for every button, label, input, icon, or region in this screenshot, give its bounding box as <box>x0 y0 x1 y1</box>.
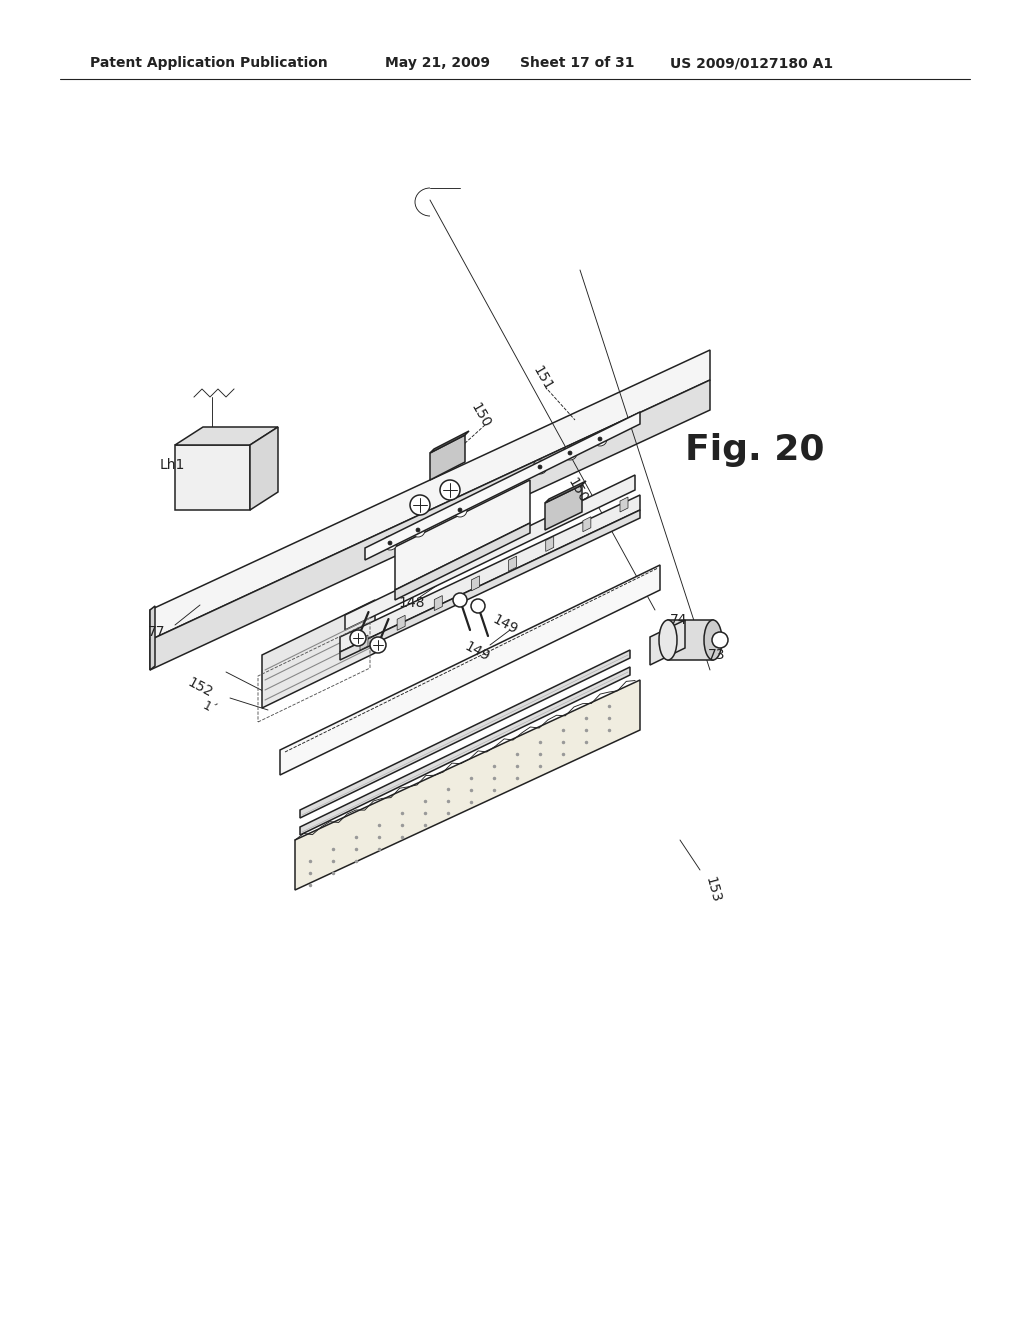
Text: US 2009/0127180 A1: US 2009/0127180 A1 <box>670 57 834 70</box>
Polygon shape <box>250 426 278 510</box>
Text: 152: 152 <box>185 676 215 701</box>
Circle shape <box>416 528 420 532</box>
Polygon shape <box>175 426 278 445</box>
Text: Sheet 17 of 31: Sheet 17 of 31 <box>520 57 635 70</box>
Circle shape <box>388 541 392 545</box>
Circle shape <box>350 630 366 645</box>
Circle shape <box>453 503 467 517</box>
Text: 74: 74 <box>670 612 687 627</box>
Polygon shape <box>583 516 591 532</box>
Polygon shape <box>434 595 442 611</box>
Circle shape <box>370 638 386 653</box>
Text: 149: 149 <box>462 640 492 664</box>
Polygon shape <box>175 445 250 510</box>
Polygon shape <box>545 480 586 503</box>
Polygon shape <box>340 510 640 660</box>
Polygon shape <box>430 432 469 453</box>
Polygon shape <box>668 620 713 660</box>
Circle shape <box>471 599 485 612</box>
Polygon shape <box>395 480 530 590</box>
Text: 77: 77 <box>148 624 166 639</box>
Polygon shape <box>150 380 710 671</box>
Circle shape <box>410 495 430 515</box>
Polygon shape <box>395 523 530 601</box>
Text: Fig. 20: Fig. 20 <box>685 433 824 467</box>
Polygon shape <box>150 606 155 671</box>
Polygon shape <box>295 680 640 890</box>
Circle shape <box>563 446 577 459</box>
Polygon shape <box>546 536 554 552</box>
Circle shape <box>712 632 728 648</box>
Polygon shape <box>360 635 368 649</box>
Polygon shape <box>150 350 710 640</box>
Circle shape <box>458 508 462 512</box>
Polygon shape <box>300 649 630 818</box>
Polygon shape <box>280 565 660 775</box>
Text: 73: 73 <box>708 648 725 663</box>
Text: Lh1: Lh1 <box>160 458 185 473</box>
Circle shape <box>453 593 467 607</box>
Polygon shape <box>397 615 406 630</box>
Polygon shape <box>365 412 640 560</box>
Circle shape <box>538 465 542 469</box>
Text: 151: 151 <box>530 363 555 393</box>
Text: 148: 148 <box>398 597 425 610</box>
Circle shape <box>440 480 460 500</box>
Circle shape <box>598 437 602 441</box>
Text: May 21, 2009: May 21, 2009 <box>385 57 490 70</box>
Ellipse shape <box>659 620 677 660</box>
Polygon shape <box>345 475 635 630</box>
Polygon shape <box>509 556 516 572</box>
Circle shape <box>593 432 607 446</box>
Text: 150: 150 <box>468 400 494 430</box>
Text: 149: 149 <box>490 612 520 638</box>
Polygon shape <box>262 601 375 708</box>
Text: 1´: 1´ <box>200 700 218 717</box>
Polygon shape <box>340 495 640 652</box>
Circle shape <box>568 451 572 455</box>
Text: 153: 153 <box>703 875 723 904</box>
Polygon shape <box>545 484 582 531</box>
Circle shape <box>383 536 397 550</box>
Text: Patent Application Publication: Patent Application Publication <box>90 57 328 70</box>
Circle shape <box>534 459 547 474</box>
Text: 150: 150 <box>565 475 590 506</box>
Circle shape <box>411 523 425 537</box>
Polygon shape <box>471 576 479 591</box>
Ellipse shape <box>705 620 722 660</box>
Polygon shape <box>430 436 465 480</box>
Polygon shape <box>620 498 628 512</box>
Polygon shape <box>300 667 630 836</box>
Polygon shape <box>650 620 685 665</box>
